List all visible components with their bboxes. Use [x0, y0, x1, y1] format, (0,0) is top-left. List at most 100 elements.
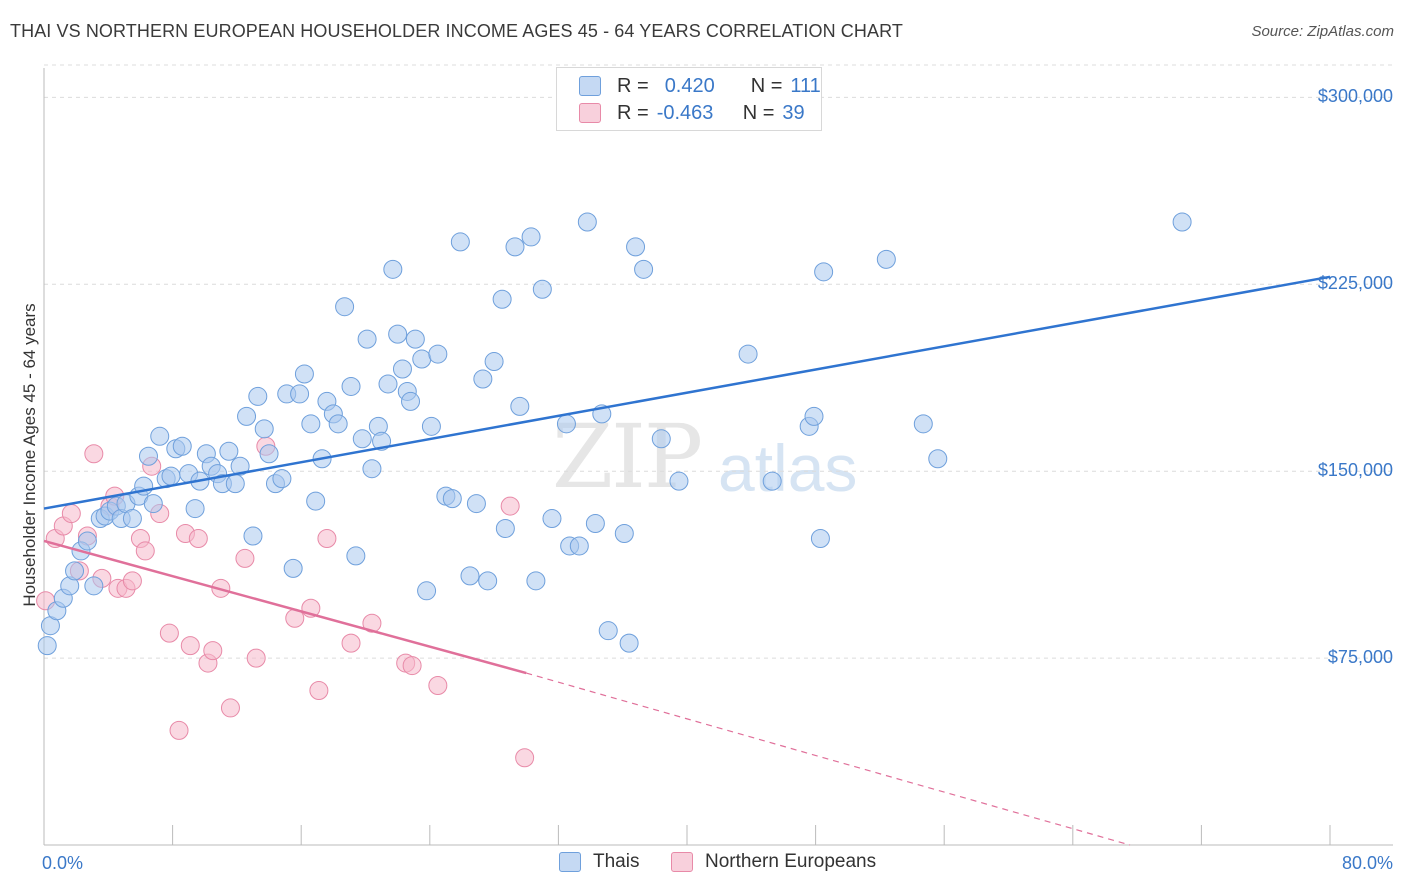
- data-point-thais: [335, 297, 355, 317]
- legend-row-northern-europeans: R = -0.463 N = 39: [579, 102, 805, 124]
- data-point-thais: [484, 352, 504, 372]
- data-point-thais: [405, 329, 425, 349]
- data-point-thais: [738, 344, 758, 364]
- trend-line-northern-europeans: [43, 539, 527, 675]
- legend-n-label: N =: [742, 101, 775, 124]
- data-point-thais: [669, 471, 689, 491]
- data-point-northern-europeans: [428, 676, 448, 696]
- data-point-northern-europeans: [84, 444, 104, 464]
- data-point-thais: [526, 571, 546, 591]
- data-point-thais: [37, 636, 57, 656]
- data-point-thais: [341, 376, 361, 396]
- watermark-atlas: atlas: [718, 431, 858, 505]
- data-point-thais: [225, 474, 245, 494]
- data-point-thais: [65, 561, 85, 581]
- data-point-thais: [577, 212, 597, 232]
- data-point-thais: [542, 509, 562, 529]
- data-point-thais: [388, 324, 408, 344]
- legend-n-value: 39: [782, 101, 805, 124]
- data-point-thais: [328, 414, 348, 434]
- y-tick-label: $150,000: [1317, 460, 1393, 481]
- data-point-thais: [230, 456, 250, 476]
- data-point-thais: [804, 406, 824, 426]
- watermark-zip: ZIP: [552, 405, 703, 508]
- data-point-thais: [814, 262, 834, 282]
- legend-swatch-northern-europeans: [579, 103, 601, 123]
- data-point-thais: [521, 227, 541, 247]
- data-point-thais: [185, 499, 205, 519]
- data-point-thais: [346, 546, 366, 566]
- data-point-thais: [1172, 212, 1192, 232]
- series-legend-thais[interactable]: Thais: [559, 851, 639, 873]
- data-point-thais: [619, 633, 639, 653]
- data-point-northern-europeans: [122, 571, 142, 591]
- data-point-northern-europeans: [220, 698, 240, 718]
- data-point-thais: [626, 237, 646, 257]
- data-point-northern-europeans: [515, 748, 535, 768]
- series-legend-northern-europeans[interactable]: Northern Europeans: [671, 851, 876, 873]
- data-point-northern-europeans: [180, 636, 200, 656]
- data-point-thais: [301, 414, 321, 434]
- data-point-thais: [473, 369, 493, 389]
- data-point-northern-europeans: [235, 548, 255, 568]
- data-point-thais: [378, 374, 398, 394]
- source-label: Source: ZipAtlas.com: [1251, 23, 1394, 40]
- data-point-thais: [810, 528, 830, 548]
- series-swatch-northern-europeans: [671, 852, 693, 872]
- data-point-northern-europeans: [309, 680, 329, 700]
- data-point-thais: [401, 391, 421, 411]
- data-point-thais: [254, 419, 274, 439]
- data-point-northern-europeans: [341, 633, 361, 653]
- data-point-thais: [556, 414, 576, 434]
- legend-r-label: R =: [617, 74, 649, 97]
- data-point-thais: [510, 396, 530, 416]
- data-point-northern-europeans: [402, 656, 422, 676]
- data-point-thais: [913, 414, 933, 434]
- data-point-thais: [172, 436, 192, 456]
- data-point-thais: [161, 466, 181, 486]
- data-point-thais: [294, 364, 314, 384]
- data-point-northern-europeans: [317, 528, 337, 548]
- trend-line-northern-europeans-extrapolated: [526, 672, 1131, 846]
- data-point-thais: [442, 489, 462, 509]
- stats-legend: R = 0.420 N = 111 R = -0.463 N = 39: [556, 67, 822, 131]
- data-point-thais: [412, 349, 432, 369]
- data-point-northern-europeans: [135, 541, 155, 561]
- data-point-thais: [150, 426, 170, 446]
- data-point-thais: [495, 519, 515, 539]
- x-tick-label-max: 80.0%: [1341, 853, 1393, 873]
- data-point-northern-europeans: [362, 613, 382, 633]
- data-point-thais: [450, 232, 470, 252]
- data-point-thais: [272, 469, 292, 489]
- y-tick-label: $300,000: [1317, 86, 1393, 107]
- legend-row-thais: R = 0.420 N = 111: [579, 75, 821, 97]
- data-point-thais: [306, 491, 326, 511]
- data-point-thais: [219, 441, 239, 461]
- trend-line-thais: [43, 275, 1331, 510]
- chart-title: THAI VS NORTHERN EUROPEAN HOUSEHOLDER IN…: [10, 21, 903, 41]
- data-point-thais: [237, 406, 257, 426]
- y-tick-label: $75,000: [1327, 647, 1393, 668]
- data-point-thais: [138, 446, 158, 466]
- legend-n-value: 111: [790, 74, 821, 97]
- data-point-thais: [598, 621, 618, 641]
- y-tick-label: $225,000: [1317, 273, 1393, 294]
- data-point-thais: [77, 531, 97, 551]
- data-point-northern-europeans: [203, 641, 223, 661]
- data-point-thais: [428, 344, 448, 364]
- data-point-northern-europeans: [169, 720, 189, 740]
- data-point-thais: [357, 329, 377, 349]
- data-point-thais: [290, 384, 310, 404]
- gridlines: [44, 64, 1393, 659]
- data-point-northern-europeans: [246, 648, 266, 668]
- legend-r-value: 0.420: [664, 74, 715, 97]
- data-point-thais: [259, 444, 279, 464]
- data-point-thais: [614, 523, 634, 543]
- axes: [43, 68, 1393, 846]
- legend-swatch-thais: [579, 76, 601, 96]
- legend-n-label: N =: [750, 74, 783, 97]
- series-swatch-thais: [559, 852, 581, 872]
- data-point-thais: [383, 259, 403, 279]
- data-point-thais: [532, 279, 552, 299]
